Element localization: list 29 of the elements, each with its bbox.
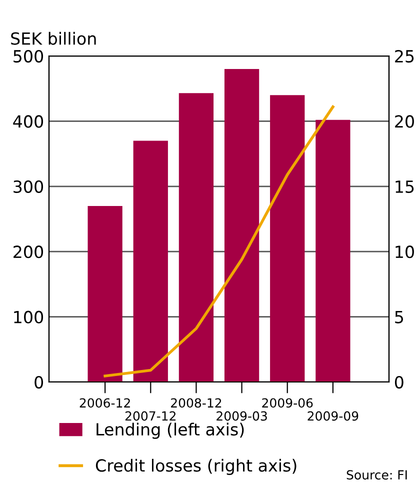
x-tick-label: 2009-03	[216, 411, 267, 421]
bar	[178, 93, 214, 382]
y2-tick-label: 10	[396, 246, 414, 258]
y2-tick-label: 20	[395, 115, 414, 128]
y-tick-label: 0	[34, 376, 44, 389]
bar	[270, 95, 305, 382]
line-series	[104, 105, 334, 378]
y2-tick-label: 5	[395, 310, 404, 324]
x-tick-label: 2009-09	[308, 411, 358, 421]
legend-label: Credit losses (right axis)	[96, 458, 296, 475]
bar	[316, 120, 350, 382]
y-axis-title: SEK billion	[11, 32, 96, 45]
bar	[224, 69, 260, 382]
y-tick-label: 500	[14, 50, 44, 63]
legend-label: Lending (left axis)	[96, 422, 244, 439]
bar	[88, 206, 122, 382]
source-note: Source: FI	[346, 470, 407, 480]
y-tick-label: 300	[14, 180, 44, 193]
x-tick-label: 2008-12	[171, 398, 222, 408]
x-tick-label: 2009-06	[262, 398, 313, 408]
y-tick-label: 200	[14, 246, 44, 258]
y2-tick-label: 0	[394, 376, 404, 389]
y2-tick-label: 25	[395, 50, 414, 63]
x-tick-label: 2006-12	[80, 398, 130, 408]
y-tick-label: 400	[13, 115, 44, 128]
y-tick-label: 100	[14, 310, 44, 324]
x-tick-label: 2007-12	[125, 411, 176, 421]
bar	[133, 140, 168, 382]
y2-tick-label: 15	[396, 180, 414, 193]
